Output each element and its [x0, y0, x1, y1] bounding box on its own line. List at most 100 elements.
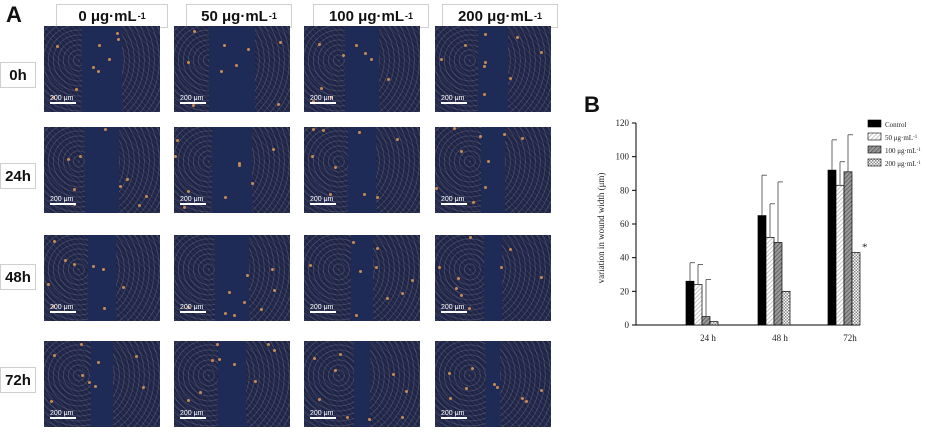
cell-speck — [92, 66, 95, 69]
cell-speck — [368, 418, 371, 421]
scale-bar-label: 200 μm — [50, 304, 74, 311]
cell-speck — [479, 135, 482, 138]
cell-speck — [117, 38, 120, 41]
cell-speck — [500, 266, 503, 269]
cell-speck — [273, 349, 276, 352]
legend-label-3: 200 μg·mL-1 — [885, 160, 921, 168]
row-label-72h: 72h — [0, 367, 36, 393]
y-tick-label: 120 — [616, 118, 630, 128]
wound-gap — [85, 127, 119, 213]
cell-speck — [279, 41, 282, 44]
cell-speck — [187, 190, 190, 193]
micrograph-0h-col3: 200 μm — [435, 26, 551, 112]
x-tick-label: 24 h — [700, 333, 716, 343]
wound-gap — [218, 341, 246, 427]
legend-label-superscript: -1 — [917, 148, 922, 153]
cell-speck — [260, 308, 263, 311]
cell-speck — [540, 51, 543, 54]
cell-speck — [211, 359, 214, 362]
cell-speck — [330, 96, 333, 99]
cell-speck — [251, 182, 254, 185]
y-tick-label: 0 — [625, 320, 630, 330]
cell-speck — [273, 289, 276, 292]
y-tick-label: 40 — [620, 253, 630, 263]
cell-speck — [145, 195, 148, 198]
wound-width-bar-chart: variation in wound width (μm) 0 20 40 60 80 1… — [596, 118, 922, 343]
y-tick-label: 80 — [620, 185, 630, 195]
cell-speck — [116, 32, 119, 35]
cell-speck — [355, 314, 358, 317]
bar-1-2 — [835, 184, 845, 326]
cell-speck — [312, 128, 315, 131]
cell-speck — [135, 355, 138, 358]
cell-speck — [483, 65, 486, 68]
cell-speck — [104, 128, 107, 131]
cell-speck — [363, 193, 366, 196]
cell-speck — [313, 357, 316, 360]
cell-speck — [364, 52, 367, 55]
cell-speck — [220, 70, 223, 73]
wound-gap — [212, 127, 252, 213]
cell-speck — [187, 306, 190, 309]
cell-speck — [339, 353, 342, 356]
cell-speck — [79, 155, 82, 158]
cell-speck — [386, 297, 389, 300]
cell-speck — [92, 265, 95, 268]
cell-speck — [119, 185, 122, 188]
micrograph-48h-col0: 200 μm — [44, 235, 160, 321]
cell-speck — [465, 387, 468, 390]
cell-speck — [376, 196, 379, 199]
cell-speck — [455, 287, 458, 290]
cell-speck — [484, 186, 487, 189]
cell-speck — [88, 381, 91, 384]
cell-speck — [228, 291, 231, 294]
scale-bar — [50, 417, 76, 419]
cell-speck — [235, 64, 238, 67]
legend-swatch-2 — [867, 145, 882, 154]
cell-speck — [80, 343, 83, 346]
y-tick-label: 100 — [616, 152, 630, 162]
cell-speck — [318, 43, 321, 46]
cell-speck — [199, 391, 202, 394]
scale-bar — [180, 311, 206, 313]
scale-bar-label: 200 μm — [310, 410, 334, 417]
legend-swatch-3 — [867, 158, 882, 167]
cell-speck — [243, 301, 246, 304]
cell-speck — [50, 400, 53, 403]
wound-gap — [484, 235, 502, 321]
cell-speck — [267, 343, 270, 346]
cell-speck — [218, 358, 221, 361]
cell-speck — [103, 307, 106, 310]
x-tick-label: 72h — [843, 333, 857, 343]
cell-speck — [396, 138, 399, 141]
micrograph-48h-col1: 200 μm — [174, 235, 290, 321]
wound-gap — [88, 235, 116, 321]
cell-speck — [73, 188, 76, 191]
cell-speck — [238, 162, 241, 165]
cell-speck — [370, 58, 373, 61]
cell-speck — [224, 196, 227, 199]
cell-speck — [509, 77, 512, 80]
cell-speck — [67, 158, 70, 161]
scale-bar — [441, 203, 467, 205]
bar-0-0 — [685, 280, 695, 326]
cell-speck — [521, 137, 524, 140]
legend-label-0: Control — [885, 121, 906, 129]
scale-bar-label: 200 μm — [441, 196, 465, 203]
micrograph-0h-col0: 200 μm — [44, 26, 160, 112]
cell-speck — [334, 166, 337, 169]
cell-speck — [464, 44, 467, 47]
column-label-100: 100 μg·mL -1 — [313, 4, 429, 28]
scale-bar — [180, 417, 206, 419]
cell-speck — [233, 363, 236, 366]
cell-speck — [457, 277, 460, 280]
legend-swatch-1 — [867, 132, 882, 141]
scale-bar-label: 200 μm — [441, 95, 465, 102]
cell-speck — [460, 294, 463, 297]
bar-0-2 — [827, 169, 837, 326]
cell-speck — [47, 283, 50, 286]
wound-gap — [348, 127, 376, 213]
cell-speck — [392, 373, 395, 376]
bar-3-1 — [781, 290, 791, 326]
cell-speck — [493, 383, 496, 386]
